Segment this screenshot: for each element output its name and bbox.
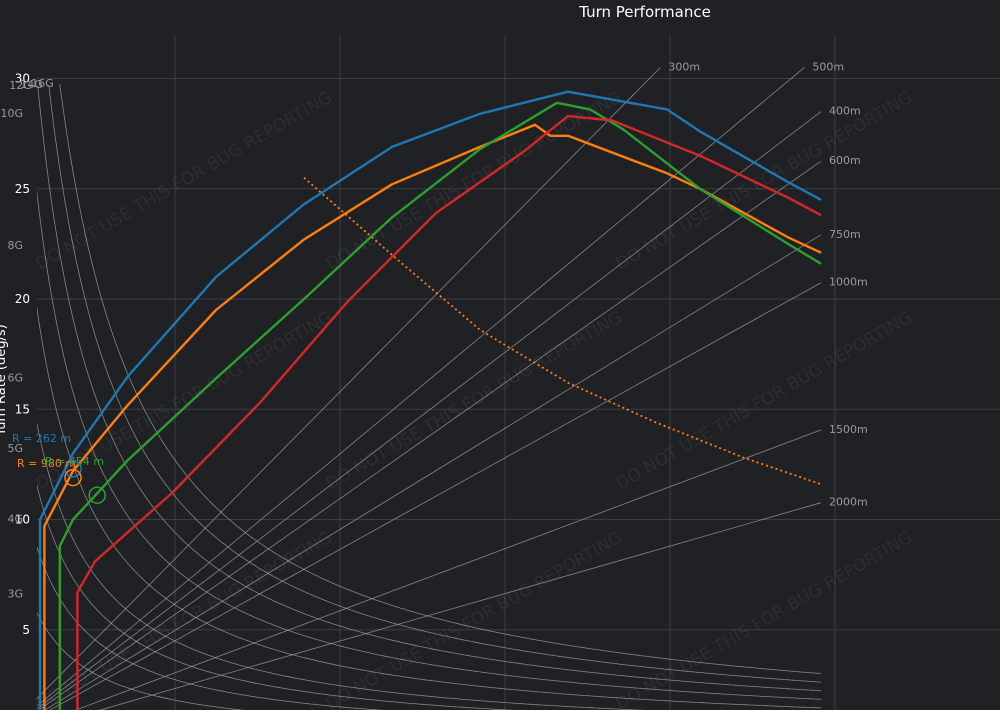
g-line-5G [37, 484, 516, 710]
series-line-1 [43, 123, 822, 710]
chart-title: Turn Performance [578, 3, 711, 21]
g-line-label-5G: 5G [7, 442, 23, 455]
radius-line-label-1500m: 1500m [829, 423, 868, 436]
g-load-lines [37, 84, 822, 710]
g-line-label-8G: 8G [7, 239, 23, 252]
g-line-label-6G: 6G [7, 371, 23, 384]
g-line-16G [59, 84, 822, 674]
watermark-text-2: DO NOT USE THIS FOR BUG REPORTING [613, 88, 916, 275]
y-tick-label-1: 10 [15, 513, 30, 527]
series-line-0 [38, 90, 822, 710]
radius-line-label-750m: 750m [829, 228, 861, 241]
annotation-marker-0 [64, 460, 82, 478]
g-line-4G [37, 546, 384, 710]
annotations: R = 262 m R = 980 mR = 454 m [12, 432, 106, 504]
g-line-label-12G: 12G [9, 79, 32, 92]
series-lines [38, 90, 822, 710]
y-axis-label: Turn Rate (deg/s) [0, 324, 9, 436]
y-tick-label-0: 5 [22, 623, 30, 637]
g-line-3G [37, 612, 245, 710]
g-line-label-14G: 14G [20, 78, 43, 91]
radius-line-2000m [98, 502, 822, 710]
radius-line-label-300m: 300m [668, 60, 700, 73]
y-tick-label-4: 25 [15, 182, 30, 196]
watermark-text-0: DO NOT USE THIS FOR BUG REPORTING [33, 88, 336, 275]
radius-line-750m [44, 234, 822, 710]
radius-line-1500m [74, 429, 822, 710]
watermark-text-7: DO NOT USE THIS FOR BUG REPORTING [323, 528, 626, 710]
limit-line-path [303, 177, 822, 486]
radius-line-label-1000m: 1000m [829, 276, 868, 289]
g-line-14G [48, 84, 822, 683]
radius-line-label-2000m: 2000m [829, 496, 868, 509]
radius-line-label-600m: 600m [829, 154, 861, 167]
watermark-text-4: DO NOT USE THIS FOR BUG REPORTING [323, 308, 626, 495]
radius-line-500m [37, 67, 805, 707]
turn-radius-lines [37, 67, 822, 710]
radius-line-600m [38, 160, 822, 710]
watermark-text-5: DO NOT USE THIS FOR BUG REPORTING [613, 308, 916, 495]
g-line-8G [37, 305, 822, 709]
y-tick-label-2: 15 [15, 402, 30, 416]
g-line-label-4G: 4G [7, 513, 23, 526]
series-line-2 [58, 101, 822, 710]
annotation-marker-2 [88, 486, 106, 504]
limit-line [303, 177, 822, 486]
annotation-label-1: R = 980 m [17, 457, 76, 470]
g-line-label-3G: 3G [7, 587, 23, 600]
radius-line-400m [37, 111, 822, 710]
g-line-label-16G: 16G [31, 77, 54, 90]
g-line-label-10G: 10G [0, 107, 23, 120]
g-line-6G [37, 422, 646, 710]
radius-line-label-500m: 500m [812, 60, 844, 73]
g-line-10G [37, 189, 822, 700]
radius-line-1000m [49, 282, 822, 710]
annotation-label-2: R = 454 m [45, 455, 104, 468]
y-axis-ticks: 5 10 15 20 25 30 [15, 72, 30, 637]
y-tick-label-5: 30 [15, 72, 30, 86]
watermark-text-8: DO NOT USE THIS FOR BUG REPORTING [613, 528, 916, 710]
radius-line-label-400m: 400m [829, 105, 861, 118]
annotation-marker-1 [64, 468, 82, 487]
series-line-3 [76, 114, 822, 710]
g-line-12G [37, 86, 822, 692]
radius-line-300m [37, 67, 661, 700]
y-tick-label-3: 20 [15, 292, 30, 306]
annotation-label-0: R = 262 m [12, 432, 71, 445]
